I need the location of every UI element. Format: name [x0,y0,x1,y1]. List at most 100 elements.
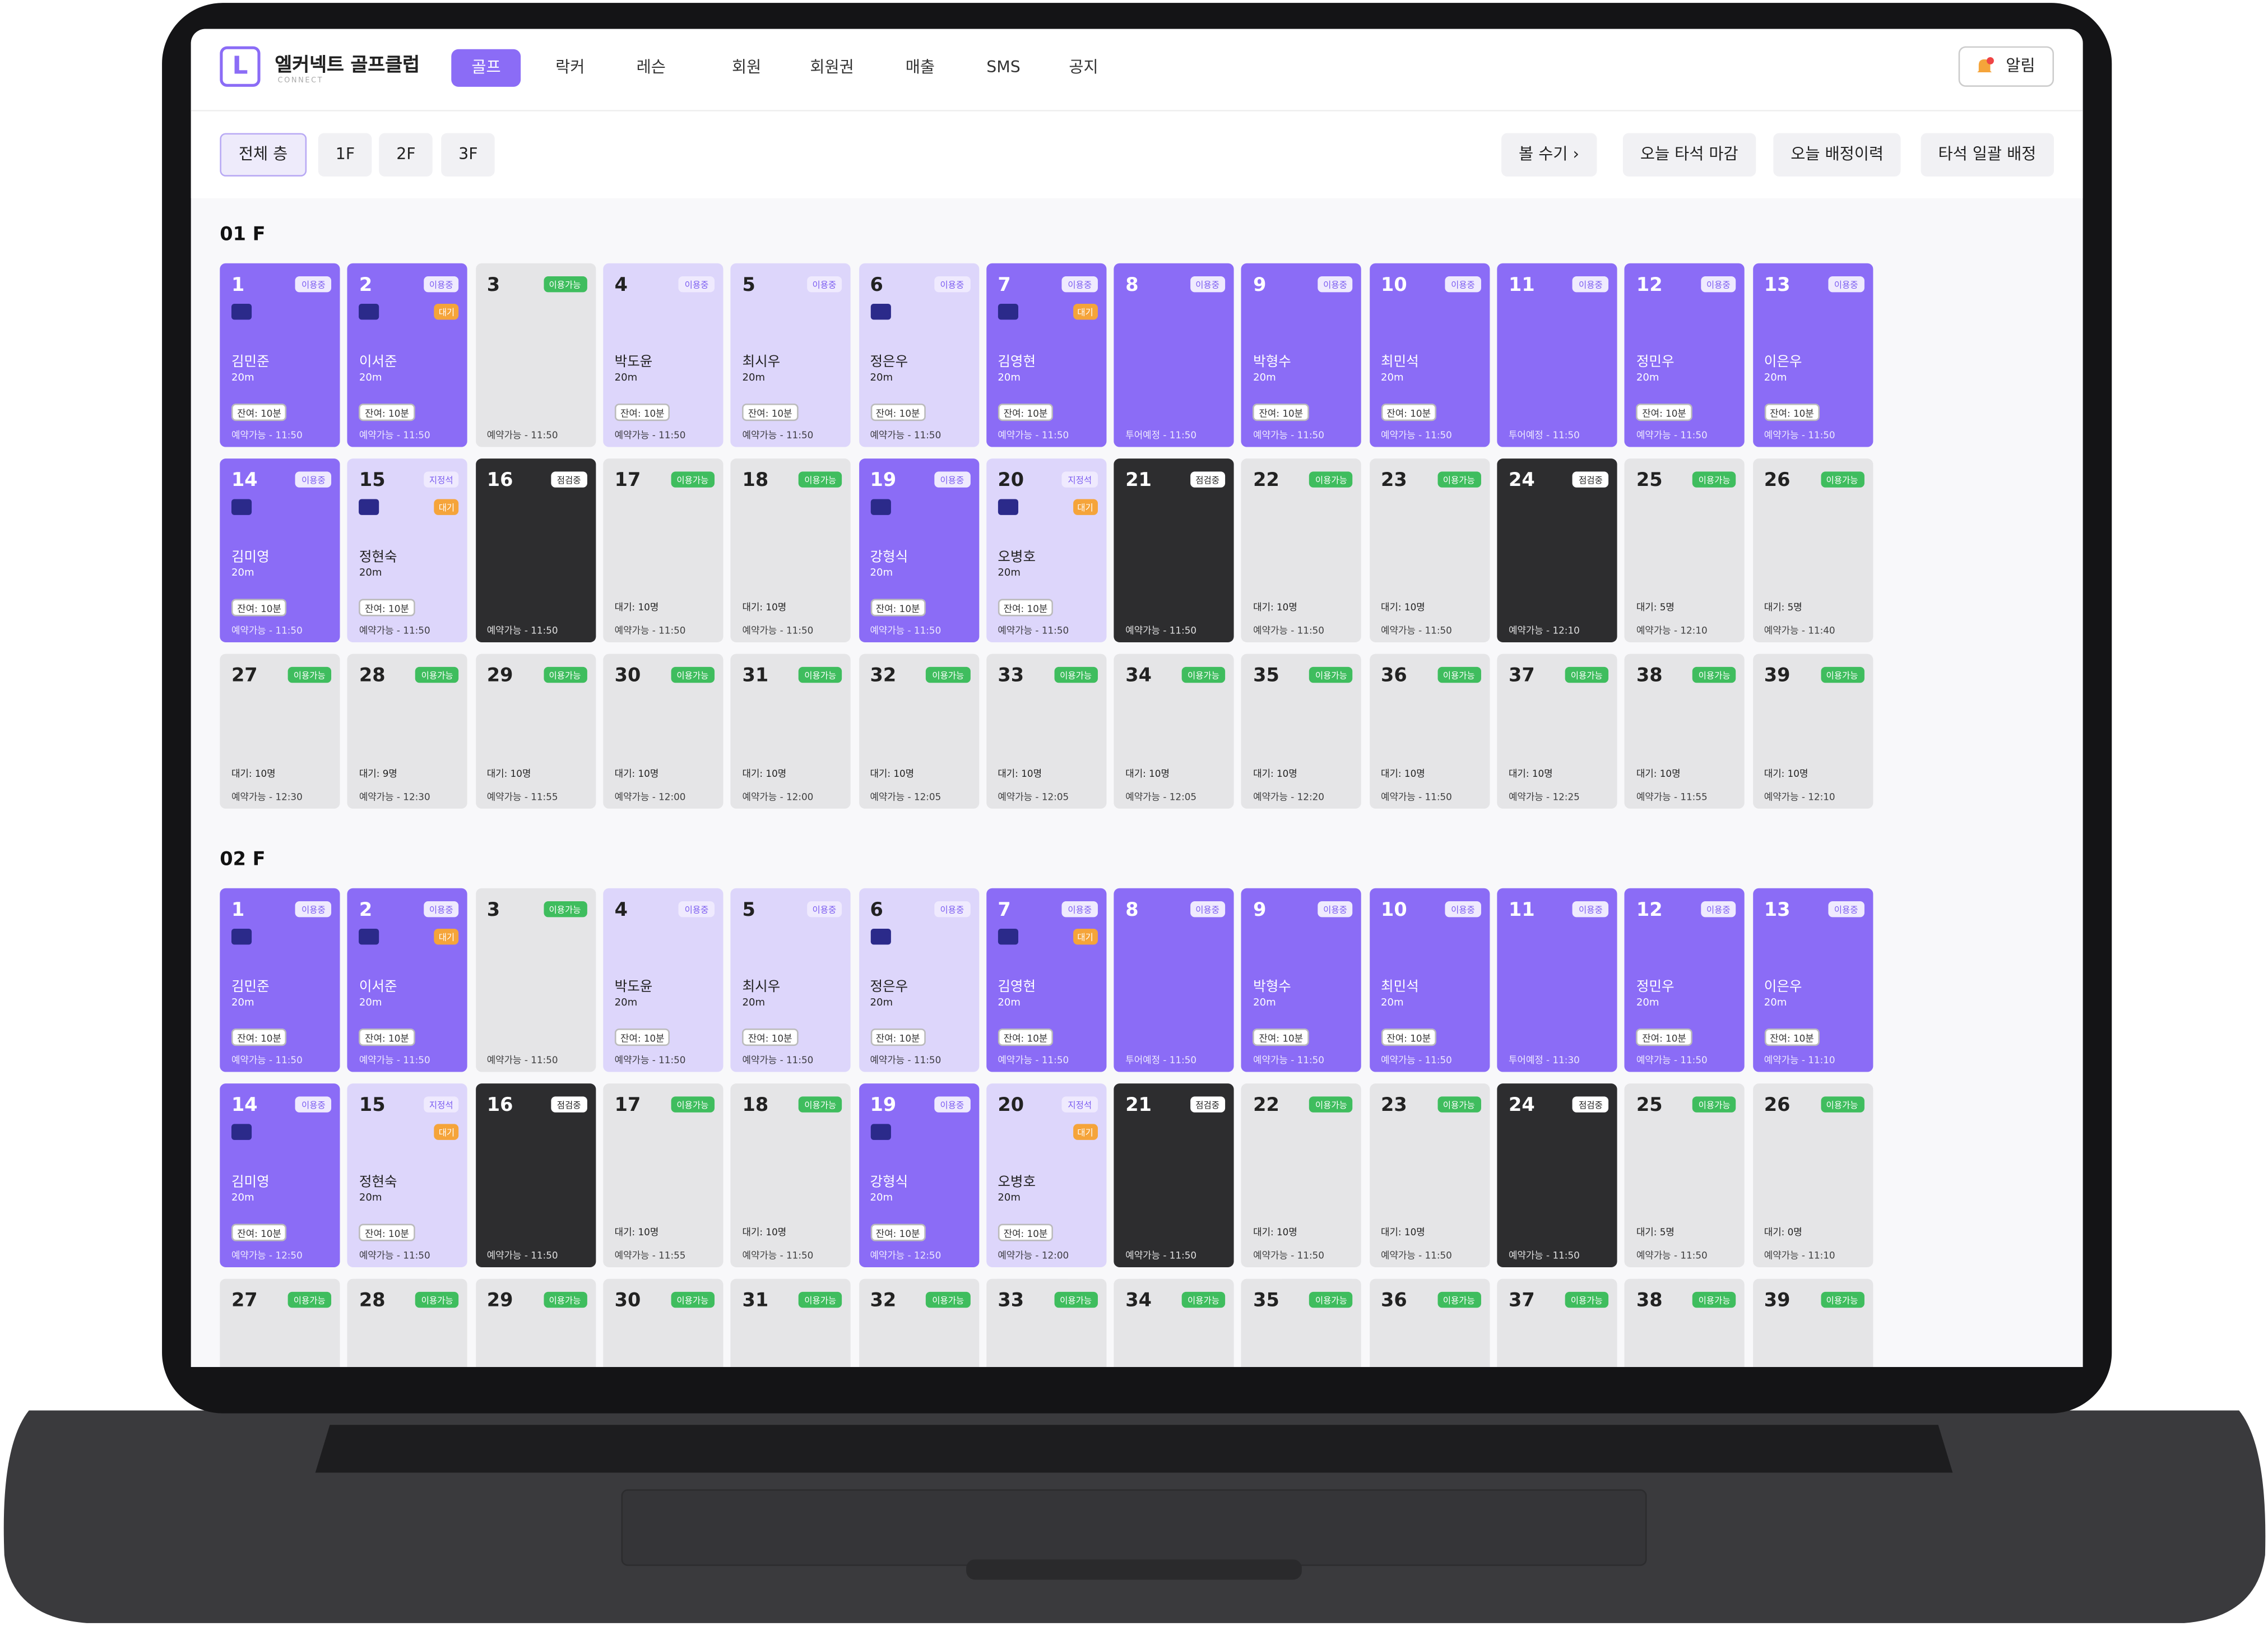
bay-card[interactable]: 36 이용가능 대기: 10명 예약가능 - 11:50 [1369,654,1490,809]
floor-filter[interactable]: 2F [379,133,433,177]
nav-item[interactable]: 골프 [451,49,521,87]
nav-item[interactable]: SMS [986,58,1021,77]
bay-card[interactable]: 34 이용가능 [1114,1278,1234,1368]
bay-card[interactable]: 36 이용가능 [1369,1278,1490,1368]
bay-card[interactable]: 29 이용가능 대기: 10명 예약가능 - 11:55 [475,654,596,809]
bay-card[interactable]: 24 점검중 예약가능 - 12:10 [1497,458,1617,642]
bay-card[interactable]: 15 지정석 대기 정현숙 20m 잔여: 10분 예약가능 - 11:50 [347,1083,468,1267]
bay-card[interactable]: 25 이용가능 대기: 5명 예약가능 - 11:50 [1625,1083,1745,1267]
bay-card[interactable]: 18 이용가능 대기: 10명 예약가능 - 11:50 [730,458,851,642]
bay-card[interactable]: 4 이용중 박도윤 20m 잔여: 10분 예약가능 - 11:50 [602,888,723,1072]
bay-card[interactable]: 31 이용가능 대기: 10명 예약가능 - 12:00 [730,654,851,809]
bay-card[interactable]: 21 점검중 예약가능 - 11:50 [1114,1083,1234,1267]
bay-card[interactable]: 8 이용중 투어예정 - 11:50 [1114,263,1234,447]
bay-card[interactable]: 5 이용중 최시우 20m 잔여: 10분 예약가능 - 11:50 [730,888,851,1072]
bay-card[interactable]: 14 이용중 김미영 20m 잔여: 10분 예약가능 - 12:50 [220,1083,340,1267]
nav-item[interactable]: 회원 [731,58,762,77]
bay-card[interactable]: 2 이용중 대기 이서준 20m 잔여: 10분 예약가능 - 11:50 [347,263,468,447]
bay-card[interactable]: 38 이용가능 [1625,1278,1745,1368]
bay-card[interactable]: 1 이용중 김민준 20m 잔여: 10분 예약가능 - 11:50 [220,888,340,1072]
bay-card[interactable]: 15 지정석 대기 정현숙 20m 잔여: 10분 예약가능 - 11:50 [347,458,468,642]
bay-card[interactable]: 29 이용가능 [475,1278,596,1368]
bay-card[interactable]: 1 이용중 김민준 20m 잔여: 10분 예약가능 - 11:50 [220,263,340,447]
bay-card[interactable]: 13 이용중 이은우 20m 잔여: 10분 예약가능 - 11:10 [1752,888,1873,1072]
bay-card[interactable]: 31 이용가능 [730,1278,851,1368]
bay-card[interactable]: 16 점검중 예약가능 - 11:50 [475,1083,596,1267]
bay-card[interactable]: 20 지정석 대기 오병호 20m 잔여: 10분 예약가능 - 12:00 [986,1083,1106,1267]
bay-card[interactable]: 12 이용중 정민우 20m 잔여: 10분 예약가능 - 11:50 [1625,888,1745,1072]
nav-item[interactable]: 공지 [1069,58,1098,77]
bay-card[interactable]: 34 이용가능 대기: 10명 예약가능 - 12:05 [1114,654,1234,809]
bay-card[interactable]: 24 점검중 예약가능 - 11:50 [1497,1083,1617,1267]
bay-card[interactable]: 25 이용가능 대기: 5명 예약가능 - 12:10 [1625,458,1745,642]
bay-card[interactable]: 37 이용가능 대기: 10명 예약가능 - 12:25 [1497,654,1617,809]
bay-card[interactable]: 14 이용중 김미영 20m 잔여: 10분 예약가능 - 11:50 [220,458,340,642]
nav-item[interactable]: 회원권 [810,58,854,77]
bay-card[interactable]: 33 이용가능 [986,1278,1106,1368]
bay-card[interactable]: 33 이용가능 대기: 10명 예약가능 - 12:05 [986,654,1106,809]
bay-card[interactable]: 30 이용가능 대기: 10명 예약가능 - 12:00 [602,654,723,809]
floor-filter[interactable]: 전체 층 [220,133,307,177]
action-button[interactable]: 오늘 배정이력 [1773,133,1901,177]
bay-card[interactable]: 32 이용가능 대기: 10명 예약가능 - 12:05 [858,654,979,809]
bay-card[interactable]: 7 이용중 대기 김영현 20m 잔여: 10분 예약가능 - 11:50 [986,888,1106,1072]
bay-card[interactable]: 5 이용중 최시우 20m 잔여: 10분 예약가능 - 11:50 [730,263,851,447]
bay-card[interactable]: 17 이용가능 대기: 10명 예약가능 - 11:50 [602,458,723,642]
bay-card[interactable]: 22 이용가능 대기: 10명 예약가능 - 11:50 [1241,458,1362,642]
bay-card[interactable]: 6 이용중 정은우 20m 잔여: 10분 예약가능 - 11:50 [858,888,979,1072]
bay-card[interactable]: 23 이용가능 대기: 10명 예약가능 - 11:50 [1369,458,1490,642]
action-button[interactable]: 볼 수기 › [1501,133,1597,177]
bay-chip: 잔여: 10분 [231,404,287,421]
bay-card[interactable]: 8 이용중 투어예정 - 11:50 [1114,888,1234,1072]
bay-card[interactable]: 13 이용중 이은우 20m 잔여: 10분 예약가능 - 11:50 [1752,263,1873,447]
bay-card[interactable]: 20 지정석 대기 오병호 20m 잔여: 10분 예약가능 - 11:50 [986,458,1106,642]
bay-card[interactable]: 30 이용가능 [602,1278,723,1368]
bay-card[interactable]: 26 이용가능 대기: 5명 예약가능 - 11:40 [1752,458,1873,642]
bay-flag: 대기 [1073,929,1098,945]
bay-card[interactable]: 11 이용중 투어예정 - 11:30 [1497,888,1617,1072]
bay-card[interactable]: 23 이용가능 대기: 10명 예약가능 - 11:50 [1369,1083,1490,1267]
bay-card[interactable]: 37 이용가능 [1497,1278,1617,1368]
bay-card[interactable]: 17 이용가능 대기: 10명 예약가능 - 11:55 [602,1083,723,1267]
bay-card[interactable]: 21 점검중 예약가능 - 11:50 [1114,458,1234,642]
bay-card[interactable]: 32 이용가능 [858,1278,979,1368]
bay-flag: 대기 [434,929,459,945]
bay-card[interactable]: 2 이용중 대기 이서준 20m 잔여: 10분 예약가능 - 11:50 [347,888,468,1072]
nav-item[interactable]: 레슨 [636,58,666,77]
bay-card[interactable]: 10 이용중 최민석 20m 잔여: 10분 예약가능 - 11:50 [1369,888,1490,1072]
bay-card[interactable]: 35 이용가능 [1241,1278,1362,1368]
bay-card[interactable]: 18 이용가능 대기: 10명 예약가능 - 11:50 [730,1083,851,1267]
bay-card[interactable]: 38 이용가능 대기: 10명 예약가능 - 11:55 [1625,654,1745,809]
bay-card[interactable]: 22 이용가능 대기: 10명 예약가능 - 11:50 [1241,1083,1362,1267]
bay-card[interactable]: 7 이용중 대기 김영현 20m 잔여: 10분 예약가능 - 11:50 [986,263,1106,447]
bay-card[interactable]: 39 이용가능 [1752,1278,1873,1368]
bay-card[interactable]: 4 이용중 박도윤 20m 잔여: 10분 예약가능 - 11:50 [602,263,723,447]
bay-card[interactable]: 10 이용중 최민석 20m 잔여: 10분 예약가능 - 11:50 [1369,263,1490,447]
bay-card[interactable]: 27 이용가능 [220,1278,340,1368]
toolbar: 전체 층 1F 2F 3F 볼 수기 › 오늘 타석 마감 오늘 배정이력 타석 일괄 배정 [191,111,2083,198]
action-button[interactable]: 타석 일괄 배정 [1921,133,2054,177]
bay-card[interactable]: 16 점검중 예약가능 - 11:50 [475,458,596,642]
floor-filter[interactable]: 1F [318,133,373,177]
bay-card[interactable]: 26 이용가능 대기: 0명 예약가능 - 11:10 [1752,1083,1873,1267]
bay-card[interactable]: 39 이용가능 대기: 10명 예약가능 - 12:10 [1752,654,1873,809]
nav-item[interactable]: 락커 [555,58,585,77]
bay-card[interactable]: 19 이용중 강형식 20m 잔여: 10분 예약가능 - 11:50 [858,458,979,642]
floor-filter[interactable]: 3F [441,133,495,177]
bay-card[interactable]: 3 이용가능 예약가능 - 11:50 [475,263,596,447]
bay-card[interactable]: 12 이용중 정민우 20m 잔여: 10분 예약가능 - 11:50 [1625,263,1745,447]
bay-card[interactable]: 9 이용중 박형수 20m 잔여: 10분 예약가능 - 11:50 [1241,888,1362,1072]
bay-card[interactable]: 3 이용가능 예약가능 - 11:50 [475,888,596,1072]
bay-card[interactable]: 28 이용가능 [347,1278,468,1368]
bay-card[interactable]: 11 이용중 투어예정 - 11:50 [1497,263,1617,447]
bay-card[interactable]: 6 이용중 정은우 20m 잔여: 10분 예약가능 - 11:50 [858,263,979,447]
bay-card[interactable]: 28 이용가능 대기: 9명 예약가능 - 12:30 [347,654,468,809]
action-button[interactable]: 오늘 타석 마감 [1622,133,1756,177]
bay-card[interactable]: 35 이용가능 대기: 10명 예약가능 - 12:20 [1241,654,1362,809]
bay-card[interactable]: 27 이용가능 대기: 10명 예약가능 - 12:30 [220,654,340,809]
member-name: 김미영 [231,549,270,566]
alert-button[interactable]: 알림 [1958,46,2054,87]
bay-card[interactable]: 9 이용중 박형수 20m 잔여: 10분 예약가능 - 11:50 [1241,263,1362,447]
nav-item[interactable]: 매출 [905,58,935,77]
bay-card[interactable]: 19 이용중 강형식 20m 잔여: 10분 예약가능 - 12:50 [858,1083,979,1267]
